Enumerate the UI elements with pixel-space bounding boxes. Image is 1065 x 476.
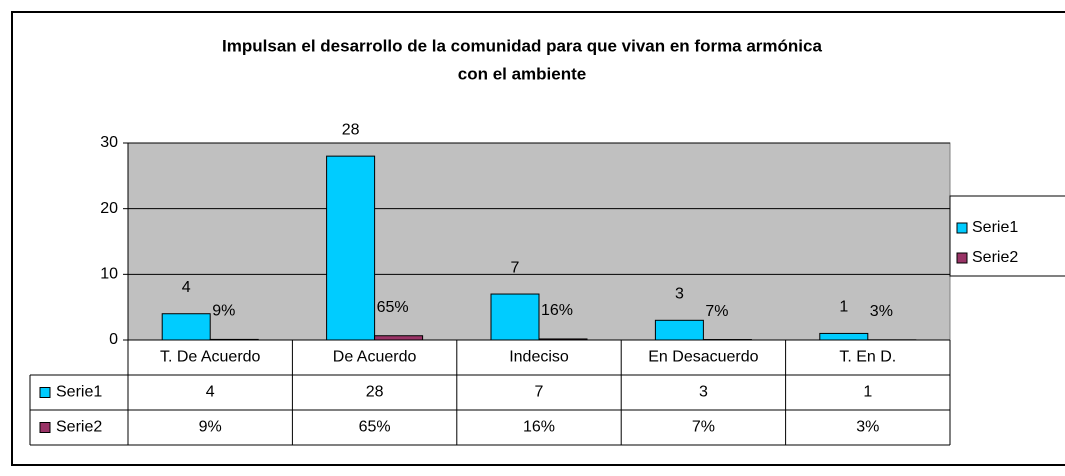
legend-label: Serie1 bbox=[972, 219, 1018, 236]
bar bbox=[161, 313, 211, 341]
table-cell: 3% bbox=[856, 419, 879, 436]
legend-key bbox=[956, 222, 968, 234]
table-cell: 9% bbox=[199, 419, 222, 436]
bar bbox=[654, 319, 704, 341]
bar bbox=[374, 335, 424, 341]
x-tick-label: De Acuerdo bbox=[333, 349, 417, 366]
legend-key bbox=[956, 252, 968, 264]
legend-label: Serie2 bbox=[972, 249, 1018, 266]
data-label: 3 bbox=[675, 286, 684, 303]
x-tick-label: En Desacuerdo bbox=[648, 349, 758, 366]
table-cell: 7 bbox=[535, 384, 544, 401]
table-cell: 28 bbox=[366, 384, 384, 401]
chart-title: con el ambiente bbox=[458, 64, 586, 83]
table-cell: 65% bbox=[359, 419, 391, 436]
legend-key bbox=[39, 422, 51, 433]
data-label: 3% bbox=[870, 303, 893, 320]
table-cell: 7% bbox=[692, 419, 715, 436]
table-cell: 3 bbox=[699, 384, 708, 401]
data-label: 7% bbox=[705, 303, 728, 320]
y-tick-label: 30 bbox=[100, 134, 118, 151]
y-tick-label: 20 bbox=[100, 200, 118, 217]
data-label: 9% bbox=[212, 303, 235, 320]
table-cell: 1 bbox=[863, 384, 872, 401]
table-cell: 16% bbox=[523, 419, 555, 436]
legend-box bbox=[949, 195, 1065, 277]
table-cell: 4 bbox=[206, 384, 215, 401]
data-label: 16% bbox=[541, 302, 573, 319]
y-tick-label: 0 bbox=[109, 331, 118, 348]
data-label: 28 bbox=[342, 121, 360, 138]
data-label: 1 bbox=[839, 299, 848, 316]
data-label: 4 bbox=[182, 279, 191, 296]
chart-title: Impulsan el desarrollo de la comunidad p… bbox=[222, 36, 822, 55]
table-series-name: Serie1 bbox=[56, 384, 102, 401]
x-tick-label: T. En D. bbox=[839, 349, 896, 366]
data-label: 7 bbox=[511, 259, 520, 276]
x-tick-label: Indeciso bbox=[509, 349, 569, 366]
bar bbox=[819, 332, 869, 341]
x-tick-label: T. De Acuerdo bbox=[160, 349, 261, 366]
table-series-name: Serie2 bbox=[56, 419, 102, 436]
legend-key bbox=[39, 387, 51, 398]
y-tick-label: 10 bbox=[100, 266, 118, 283]
data-label: 65% bbox=[377, 299, 409, 316]
bar bbox=[490, 293, 540, 341]
bar bbox=[326, 155, 376, 341]
